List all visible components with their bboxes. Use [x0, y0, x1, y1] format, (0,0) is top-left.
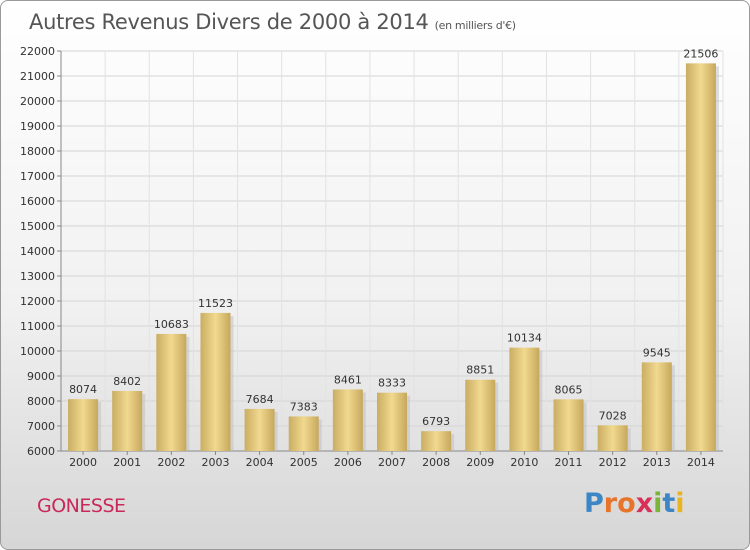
- logo-letter: o: [617, 488, 636, 519]
- bar-2009: [465, 379, 496, 451]
- y-tick-label: 10000: [20, 345, 55, 358]
- logo-letter: i: [675, 488, 685, 519]
- bars: [68, 63, 719, 451]
- bar-2007: [377, 392, 407, 451]
- value-label: 8402: [113, 375, 141, 388]
- value-label: 7028: [599, 409, 627, 422]
- value-label: 8065: [555, 383, 583, 396]
- y-tick-label: 11000: [20, 320, 55, 333]
- logo-letter: r: [603, 488, 618, 519]
- value-label: 8333: [378, 377, 406, 390]
- logo-letter: x: [635, 488, 654, 519]
- x-tick-label: 2002: [157, 456, 185, 469]
- bar-2005: [288, 416, 319, 451]
- x-tick-label: 2000: [69, 456, 97, 469]
- value-label: 11523: [198, 297, 233, 310]
- bar-2013: [641, 362, 672, 451]
- bar-2003: [200, 312, 231, 451]
- y-tick-label: 18000: [20, 145, 55, 158]
- x-tick-label: 2005: [290, 456, 318, 469]
- value-label: 8461: [334, 373, 362, 386]
- y-tick-label: 17000: [20, 170, 55, 183]
- value-label: 10134: [507, 332, 542, 345]
- bar-2008: [421, 431, 452, 451]
- logo-letter: i: [653, 488, 663, 519]
- x-tick-label: 2013: [643, 456, 671, 469]
- bar-2004: [244, 408, 275, 451]
- bar-2002: [156, 333, 187, 451]
- logo-letter: P: [584, 488, 604, 519]
- y-tick-label: 14000: [20, 245, 55, 258]
- y-tick-label: 21000: [20, 70, 55, 83]
- y-tick-label: 13000: [20, 270, 55, 283]
- y-tick-label: 8000: [27, 395, 55, 408]
- bar-2012: [597, 425, 628, 451]
- value-label: 7684: [246, 393, 274, 406]
- y-tick-label: 9000: [27, 370, 55, 383]
- town-name: GONESSE: [37, 495, 126, 517]
- bar-2006: [332, 389, 363, 451]
- y-tick-label: 15000: [20, 220, 55, 233]
- bar-2001: [112, 390, 143, 451]
- value-label: 21506: [683, 47, 718, 60]
- x-tick-label: 2003: [201, 456, 229, 469]
- value-label: 9545: [643, 346, 671, 359]
- bar-2000: [68, 399, 99, 451]
- x-tick-label: 2001: [113, 456, 141, 469]
- x-tick-label: 2014: [687, 456, 715, 469]
- y-tick-label: 16000: [20, 195, 55, 208]
- y-tick-label: 12000: [20, 295, 55, 308]
- y-tick-label: 22000: [20, 45, 55, 58]
- y-tick-label: 7000: [27, 420, 55, 433]
- logo-letter: t: [662, 488, 676, 519]
- x-tick-label: 2009: [466, 456, 494, 469]
- y-tick-label: 19000: [20, 120, 55, 133]
- x-tick-label: 2004: [246, 456, 274, 469]
- bar-2010: [509, 347, 540, 451]
- chart-subtitle: (en milliers d'€): [434, 19, 516, 32]
- x-tick-label: 2011: [555, 456, 583, 469]
- bar-2011: [553, 399, 584, 451]
- value-label: 8851: [466, 364, 494, 377]
- value-label: 6793: [422, 415, 450, 428]
- x-tick-label: 2006: [334, 456, 362, 469]
- y-tick-label: 20000: [20, 95, 55, 108]
- chart-title-text: Autres Revenus Divers de 2000 à 2014: [29, 10, 429, 34]
- chart-title: Autres Revenus Divers de 2000 à 2014 (en …: [29, 10, 516, 34]
- bar-2014: [685, 63, 716, 451]
- x-tick-label: 2012: [599, 456, 627, 469]
- x-tick-label: 2010: [510, 456, 538, 469]
- x-tick-label: 2007: [378, 456, 406, 469]
- value-label: 8074: [69, 383, 97, 396]
- y-tick-label: 6000: [27, 445, 55, 458]
- value-label: 10683: [154, 318, 189, 331]
- proxiti-logo[interactable]: Proxiti: [584, 488, 685, 519]
- data-labels: 8074 8402 10683 11523 7684 7383 8461 8333 6793 88…: [69, 47, 718, 428]
- value-label: 7383: [290, 400, 318, 413]
- x-tick-label: 2008: [422, 456, 450, 469]
